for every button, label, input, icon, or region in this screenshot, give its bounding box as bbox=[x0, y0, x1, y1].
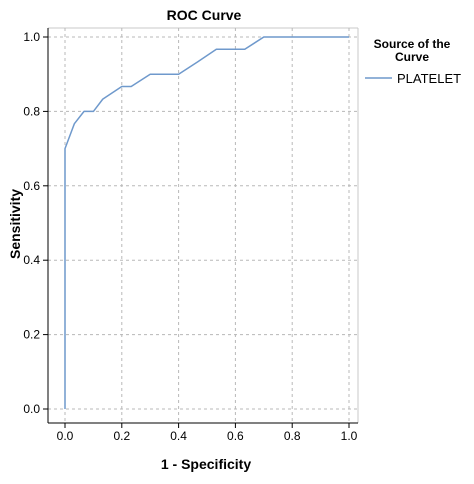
legend-title: Source of the Curve bbox=[374, 37, 451, 64]
roc-line-platelet bbox=[64, 36, 349, 409]
y-tick-label: 1.0 bbox=[23, 30, 40, 44]
x-tick-label: 0.4 bbox=[170, 429, 187, 443]
legend-title-line: Curve bbox=[395, 50, 429, 64]
x-tick-label: 0.6 bbox=[227, 429, 244, 443]
x-tick-label: 0.2 bbox=[113, 429, 130, 443]
legend: Source of the Curve PLATELET bbox=[365, 37, 461, 86]
y-tick-label: 0.2 bbox=[23, 328, 40, 342]
y-axis-label: Sensitivity bbox=[7, 189, 23, 259]
x-axis-label: 1 - Specificity bbox=[161, 456, 251, 472]
y-tick-label: 0.4 bbox=[23, 253, 40, 267]
legend-entries: PLATELET bbox=[365, 71, 461, 86]
x-tick-label: 0.0 bbox=[57, 429, 74, 443]
tick-label-layer: 0.0 0.2 0.4 0.6 0.8 1.0 0.0 0.2 0.4 0.6 0.8 1.0 bbox=[23, 30, 357, 443]
chart-title: ROC Curve bbox=[167, 7, 242, 23]
axis-layer bbox=[43, 28, 358, 428]
y-tick-label: 0.8 bbox=[23, 104, 40, 118]
y-tick-label: 0.6 bbox=[23, 179, 40, 193]
y-tick-label: 0.0 bbox=[23, 402, 40, 416]
grid-layer bbox=[48, 27, 359, 423]
legend-title-line: Source of the bbox=[374, 37, 451, 51]
x-tick-label: 1.0 bbox=[341, 429, 358, 443]
series-layer bbox=[64, 36, 349, 409]
x-tick-label: 0.8 bbox=[284, 429, 301, 443]
legend-entry-label: PLATELET bbox=[397, 71, 461, 86]
